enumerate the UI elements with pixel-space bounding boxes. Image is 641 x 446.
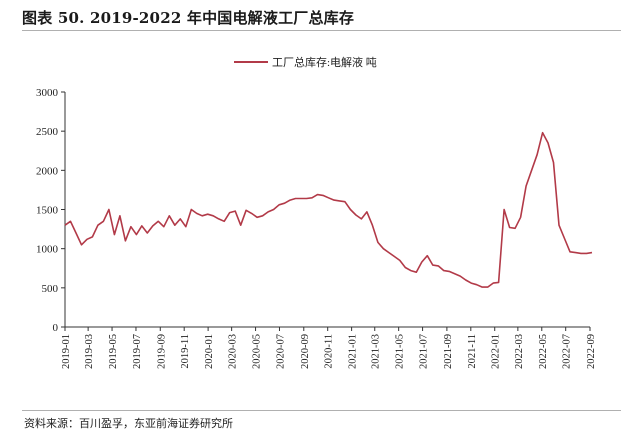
title-rule [22,30,621,31]
x-tick-label: 2021-09 [443,334,454,369]
x-tick-label: 2022-03 [514,334,525,369]
y-tick-label: 1500 [36,205,59,217]
series-line-electrolyte-inventory [64,131,593,288]
x-tick-label: 2020-03 [228,334,239,369]
x-tick-label: 2021-07 [419,334,430,369]
y-tick-label: 3000 [36,87,59,99]
x-tick-label: 2020-11 [324,334,335,369]
x-tick-label: 2019-05 [108,334,119,369]
x-tick-label: 2019-03 [84,334,95,369]
legend-label: 工厂总库存:电解液 吨 [272,55,377,69]
x-tick-label: 2019-01 [61,334,72,369]
chart-legend: 工厂总库存:电解液 吨 [234,55,377,69]
y-tick-labels: 0 500 1000 1500 2000 2500 3000 [36,87,59,334]
source-note: 资料来源：百川盈孚，东亚前海证券研究所 [24,417,233,430]
figure-title: 图表 50. 2019-2022 年中国电解液工厂总库存 [22,9,355,27]
x-tick-label: 2020-01 [204,334,215,369]
y-tick-label: 2500 [36,126,59,138]
x-tick-label: 2020-09 [300,334,311,369]
x-tick-label: 2019-07 [132,334,143,369]
x-tick-label: 2022-07 [562,334,573,369]
x-tick-label: 2021-11 [467,334,478,369]
x-tick-label: 2021-05 [395,334,406,369]
x-tick-label: 2022-09 [586,334,597,369]
y-tick-label: 1000 [36,244,59,256]
chart-axes [61,91,591,331]
x-tick-label: 2022-05 [538,334,549,369]
x-tick-label: 2021-01 [348,334,359,369]
x-tick-label: 2020-05 [252,334,263,369]
x-tick-label: 2021-03 [371,334,382,369]
x-tick-label: 2019-11 [180,334,191,369]
x-tick-labels: 2019-01 2019-03 2019-05 2019-07 2019-09 2019-… [61,334,597,369]
x-tick-label: 2022-01 [491,334,502,369]
y-tick-label: 0 [53,322,59,334]
footer-rule [22,410,621,411]
x-tick-label: 2019-09 [156,334,167,369]
x-tick-label: 2020-07 [275,334,286,369]
y-tick-label: 2000 [36,165,59,177]
y-tick-label: 500 [42,283,59,295]
